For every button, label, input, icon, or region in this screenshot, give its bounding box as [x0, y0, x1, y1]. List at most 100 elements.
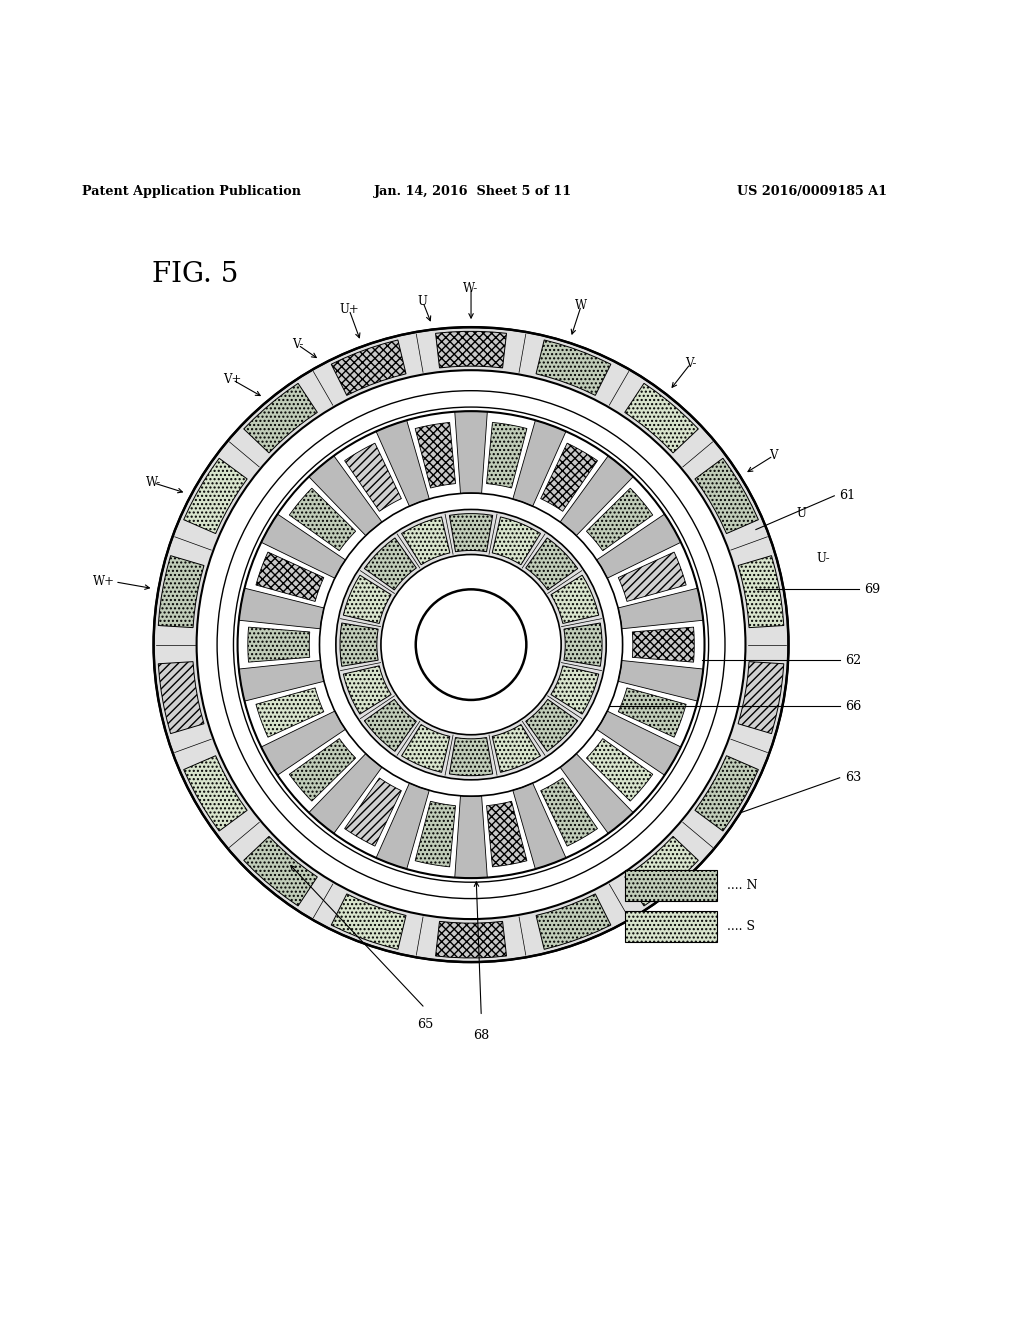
Polygon shape [493, 725, 541, 772]
Polygon shape [450, 738, 493, 776]
Polygon shape [541, 777, 597, 846]
Text: FIG. 5: FIG. 5 [152, 260, 238, 288]
Polygon shape [597, 711, 681, 775]
Polygon shape [513, 783, 566, 869]
Polygon shape [239, 660, 324, 701]
Circle shape [238, 411, 705, 878]
Polygon shape [183, 756, 247, 832]
Polygon shape [183, 458, 247, 533]
Polygon shape [587, 488, 652, 550]
Polygon shape [343, 665, 391, 714]
Polygon shape [159, 556, 204, 627]
Text: W+: W+ [93, 576, 115, 589]
Polygon shape [455, 796, 487, 878]
Circle shape [381, 554, 561, 735]
Text: 61: 61 [840, 490, 855, 503]
Text: W-: W- [464, 281, 478, 294]
Polygon shape [309, 754, 382, 833]
Polygon shape [536, 894, 611, 949]
Polygon shape [256, 688, 324, 737]
Circle shape [319, 494, 623, 796]
Polygon shape [633, 627, 694, 663]
Polygon shape [435, 921, 507, 958]
Polygon shape [695, 458, 759, 533]
Circle shape [381, 554, 561, 735]
Polygon shape [618, 589, 703, 628]
Circle shape [336, 510, 606, 780]
Polygon shape [256, 552, 324, 602]
Polygon shape [560, 754, 633, 833]
Polygon shape [738, 661, 783, 734]
Polygon shape [261, 513, 345, 578]
Polygon shape [290, 488, 355, 550]
Circle shape [197, 370, 745, 919]
Circle shape [197, 370, 745, 919]
Polygon shape [493, 517, 541, 565]
Circle shape [238, 411, 705, 878]
FancyBboxPatch shape [625, 911, 717, 941]
Polygon shape [244, 383, 317, 453]
Text: U: U [797, 507, 807, 520]
Polygon shape [618, 660, 703, 701]
Polygon shape [560, 455, 633, 536]
Polygon shape [331, 894, 407, 949]
Text: 68: 68 [473, 1028, 489, 1041]
Polygon shape [309, 455, 382, 536]
Polygon shape [625, 383, 698, 453]
Text: U: U [418, 296, 428, 309]
Polygon shape [597, 513, 681, 578]
FancyBboxPatch shape [625, 870, 717, 900]
Text: V-: V- [292, 338, 304, 351]
Polygon shape [345, 777, 401, 846]
Circle shape [197, 370, 745, 919]
Text: .... N: .... N [727, 879, 758, 892]
Polygon shape [525, 700, 578, 751]
Polygon shape [625, 837, 698, 906]
Polygon shape [331, 341, 407, 396]
Text: Patent Application Publication: Patent Application Publication [82, 185, 301, 198]
Polygon shape [541, 444, 597, 511]
Text: V+: V+ [223, 374, 242, 387]
Polygon shape [486, 422, 527, 488]
Polygon shape [345, 444, 401, 511]
Polygon shape [738, 556, 783, 627]
Text: .... S: .... S [727, 920, 755, 933]
Polygon shape [415, 801, 456, 867]
Text: 69: 69 [864, 583, 881, 595]
Circle shape [416, 589, 526, 700]
Circle shape [336, 510, 606, 780]
Text: Jan. 14, 2016  Sheet 5 of 11: Jan. 14, 2016 Sheet 5 of 11 [374, 185, 571, 198]
Polygon shape [618, 688, 686, 737]
Polygon shape [435, 331, 507, 368]
Text: 66: 66 [845, 700, 861, 713]
Circle shape [416, 589, 526, 700]
Polygon shape [513, 420, 566, 506]
Text: V: V [769, 449, 777, 462]
Polygon shape [525, 539, 578, 590]
Polygon shape [486, 801, 527, 867]
Polygon shape [450, 513, 493, 552]
Polygon shape [564, 623, 602, 667]
Text: U-: U- [817, 552, 830, 565]
Polygon shape [401, 725, 450, 772]
Polygon shape [244, 837, 317, 906]
Polygon shape [290, 739, 355, 801]
Polygon shape [159, 661, 204, 734]
Polygon shape [401, 517, 450, 565]
Polygon shape [376, 783, 429, 869]
Polygon shape [618, 552, 686, 602]
Polygon shape [248, 627, 309, 663]
Polygon shape [340, 623, 378, 667]
Text: 63: 63 [845, 771, 861, 784]
Polygon shape [536, 341, 611, 396]
Polygon shape [343, 576, 391, 623]
Text: W-: W- [145, 477, 161, 490]
Polygon shape [695, 756, 759, 832]
Text: 62: 62 [845, 653, 861, 667]
Text: US 2016/0009185 A1: US 2016/0009185 A1 [737, 185, 887, 198]
Text: U+: U+ [339, 304, 359, 317]
Text: W: W [575, 300, 587, 313]
Polygon shape [365, 700, 417, 751]
Text: 65: 65 [417, 1019, 433, 1031]
Polygon shape [455, 412, 487, 494]
